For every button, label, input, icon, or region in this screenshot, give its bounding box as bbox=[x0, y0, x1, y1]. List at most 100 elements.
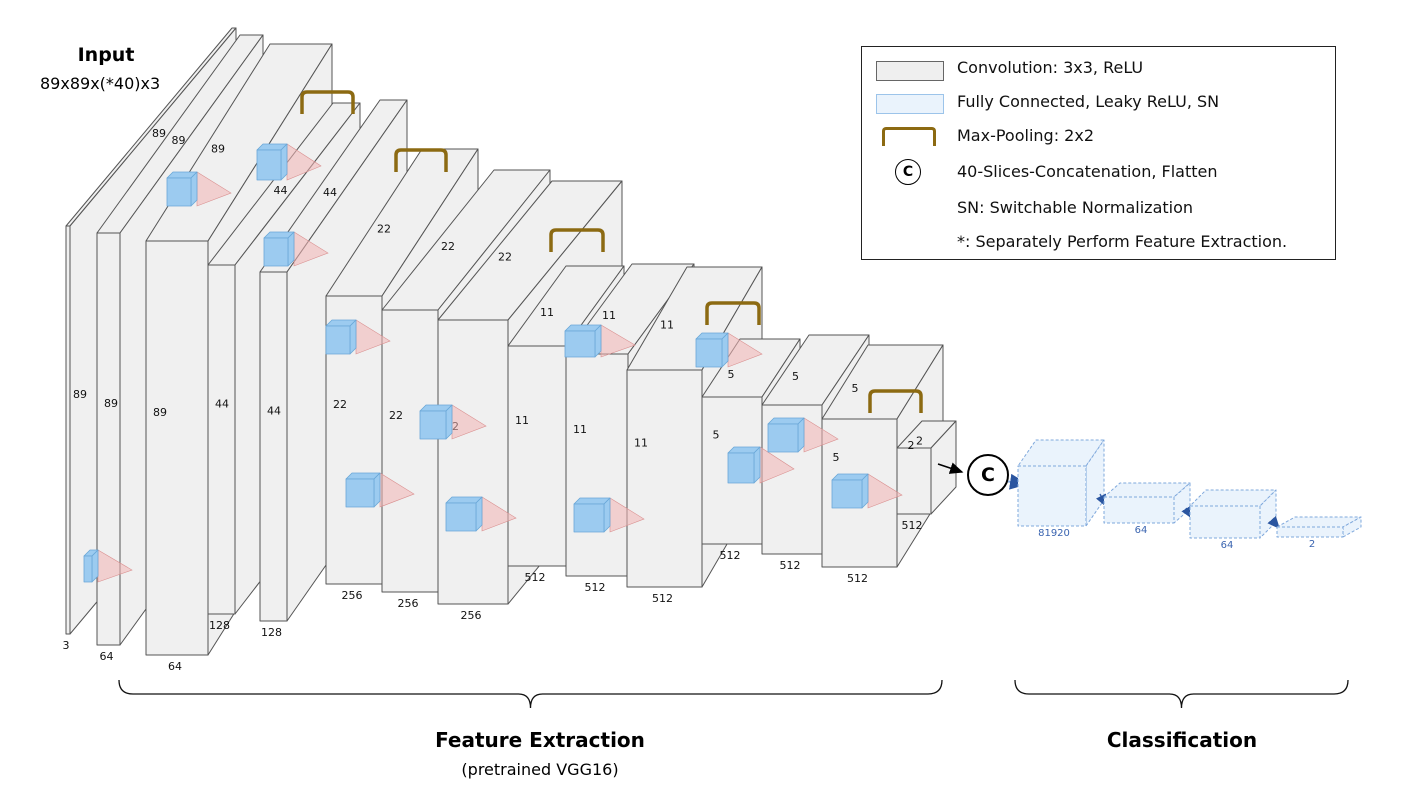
legend-item-convolution: Convolution: 3x3, ReLU bbox=[862, 53, 1335, 83]
front-face bbox=[65, 225, 71, 635]
kernel-cube bbox=[445, 496, 483, 532]
kernel-5 bbox=[325, 319, 391, 355]
kernel-8 bbox=[445, 496, 517, 532]
fc-layer-2: 64 bbox=[1103, 482, 1191, 536]
front-face bbox=[145, 240, 209, 656]
front-face bbox=[1276, 526, 1344, 538]
concatenation-node: C bbox=[967, 454, 1009, 496]
side-face bbox=[349, 319, 357, 355]
kernel-1 bbox=[83, 549, 133, 583]
front-face bbox=[507, 345, 567, 567]
front-face bbox=[263, 237, 289, 267]
height-label: 11 bbox=[634, 437, 648, 450]
legend-label: 40-Slices-Concatenation, Flatten bbox=[957, 162, 1218, 181]
side-face bbox=[603, 497, 611, 533]
front-face bbox=[1189, 505, 1261, 539]
conv-block-icon bbox=[876, 61, 944, 81]
front-face bbox=[419, 410, 447, 440]
kernel-cube bbox=[345, 472, 381, 508]
kernel-10 bbox=[573, 497, 645, 533]
fc-layer-1: 81920 bbox=[1017, 439, 1105, 539]
max-pool-bracket-2 bbox=[394, 148, 448, 172]
kernel-4 bbox=[263, 231, 329, 267]
front-face bbox=[381, 309, 439, 593]
legend: Convolution: 3x3, ReLU Fully Connected, … bbox=[861, 46, 1336, 260]
legend-label: *: Separately Perform Feature Extraction… bbox=[957, 232, 1288, 251]
front-face bbox=[83, 555, 93, 583]
fc-layer-3: 64 bbox=[1189, 489, 1277, 551]
fc-units-label: 64 bbox=[1221, 540, 1234, 551]
kernel-13 bbox=[767, 417, 839, 453]
kernel-cube bbox=[83, 549, 99, 583]
width-label: 89 bbox=[211, 143, 225, 156]
side-face bbox=[91, 549, 99, 583]
front-face bbox=[626, 369, 703, 588]
concat-circle-icon: C bbox=[895, 159, 921, 185]
height-label: 5 bbox=[713, 429, 720, 442]
kernel-14 bbox=[831, 473, 903, 509]
legend-label: Convolution: 3x3, ReLU bbox=[957, 58, 1144, 77]
depth-label: 512 bbox=[652, 592, 673, 605]
side-face bbox=[373, 472, 381, 508]
front-face bbox=[727, 452, 755, 484]
kernel-7 bbox=[345, 472, 415, 508]
kernel-2 bbox=[166, 171, 232, 207]
front-face bbox=[96, 232, 121, 646]
kernel-cube bbox=[256, 143, 288, 181]
input-title: Input bbox=[77, 44, 135, 66]
front-face bbox=[166, 177, 192, 207]
side-face bbox=[753, 446, 761, 484]
front-face bbox=[896, 447, 932, 515]
width-label: 5 bbox=[792, 370, 799, 383]
kernel-cube bbox=[564, 324, 602, 358]
height-label: 89 bbox=[153, 406, 167, 419]
front-face bbox=[1017, 465, 1087, 527]
height-label: 11 bbox=[573, 423, 587, 436]
kernel-cube bbox=[695, 332, 729, 368]
conv-layer-15: 512 2 2 bbox=[896, 420, 957, 532]
legend-item-switchable-norm: SN: Switchable Normalization bbox=[862, 193, 1335, 223]
feature-extraction-brace bbox=[118, 679, 943, 709]
depth-label: 64 bbox=[100, 650, 114, 663]
depth-label: 256 bbox=[461, 609, 482, 622]
width-label: 22 bbox=[498, 251, 512, 264]
width-label: 11 bbox=[540, 306, 554, 319]
front-face bbox=[345, 478, 375, 508]
front-face bbox=[831, 479, 863, 509]
conv-layers: 3898964898964898912844441284444256222225… bbox=[63, 27, 957, 673]
fc-block-icon bbox=[876, 94, 944, 114]
legend-label: Fully Connected, Leaky ReLU, SN bbox=[957, 92, 1220, 111]
height-label: 89 bbox=[73, 388, 87, 401]
width-label: 89 bbox=[172, 134, 186, 147]
height-label: 2 bbox=[908, 439, 915, 452]
depth-label: 3 bbox=[63, 639, 70, 652]
kernel-cube bbox=[573, 497, 611, 533]
depth-label: 128 bbox=[209, 619, 230, 632]
width-label: 89 bbox=[152, 127, 166, 140]
width-label: 5 bbox=[728, 368, 735, 381]
input-shape: 89x89x(*40)x3 bbox=[40, 74, 161, 93]
width-label: 11 bbox=[602, 309, 616, 322]
pool-bracket-icon bbox=[882, 127, 936, 146]
kernel-cube bbox=[419, 404, 453, 440]
height-label: 44 bbox=[267, 405, 281, 418]
front-face bbox=[256, 149, 282, 181]
front-face bbox=[437, 319, 509, 605]
kernel-12 bbox=[727, 446, 795, 484]
depth-label: 512 bbox=[847, 572, 868, 585]
front-face bbox=[1103, 496, 1175, 524]
width-label: 22 bbox=[441, 240, 455, 253]
kernel-6 bbox=[419, 404, 487, 440]
legend-item-max-pooling: Max-Pooling: 2x2 bbox=[862, 121, 1335, 151]
height-label: 11 bbox=[515, 414, 529, 427]
kernel-cube bbox=[767, 417, 805, 453]
side-face bbox=[721, 332, 729, 368]
depth-label: 512 bbox=[585, 581, 606, 594]
legend-item-fully-connected: Fully Connected, Leaky ReLU, SN bbox=[862, 87, 1335, 117]
kernel-cube bbox=[831, 473, 869, 509]
depth-label: 512 bbox=[902, 519, 923, 532]
width-label: 5 bbox=[852, 382, 859, 395]
depth-label: 64 bbox=[168, 660, 182, 673]
fc-layer-4: 2 bbox=[1276, 516, 1362, 550]
fc-units-label: 2 bbox=[1309, 539, 1315, 550]
